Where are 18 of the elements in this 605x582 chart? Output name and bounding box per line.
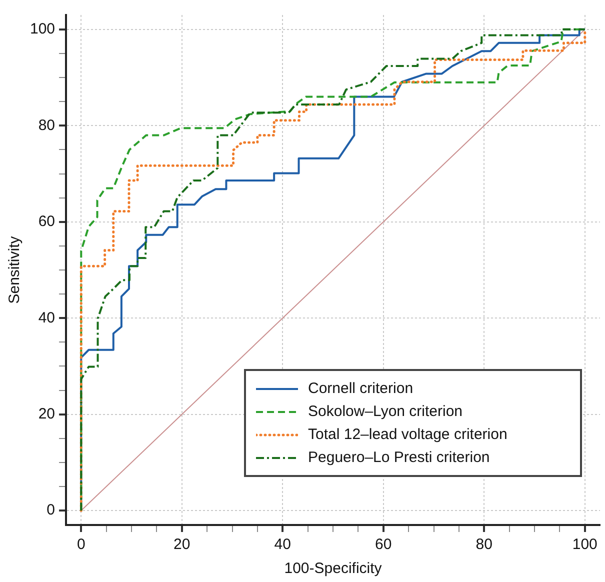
x-tick-label: 20: [174, 536, 190, 554]
y-tick-label: 60: [38, 213, 56, 230]
x-tick-label: 80: [476, 536, 492, 554]
legend-label: Peguero–Lo Presti criterion: [308, 449, 490, 466]
y-tick-label: 20: [38, 405, 56, 422]
y-tick-label: 100: [30, 20, 56, 38]
legend-label: Total 12–lead voltage criterion: [308, 426, 508, 443]
legend-label: Sokolow–Lyon criterion: [308, 403, 463, 420]
x-axis-title: 100-Specificity: [284, 560, 382, 578]
y-tick-label: 0: [46, 502, 56, 519]
x-tick-label: 40: [274, 536, 291, 554]
x-tick-label: 100: [572, 536, 598, 554]
y-tick-label: 40: [38, 309, 56, 326]
y-axis-title: Sensitivity: [6, 236, 24, 304]
x-tick-label: 60: [375, 536, 392, 554]
x-tick-label: 0: [76, 536, 86, 554]
legend-label: Cornell criterion: [308, 380, 414, 397]
y-tick-label: 80: [38, 116, 56, 134]
